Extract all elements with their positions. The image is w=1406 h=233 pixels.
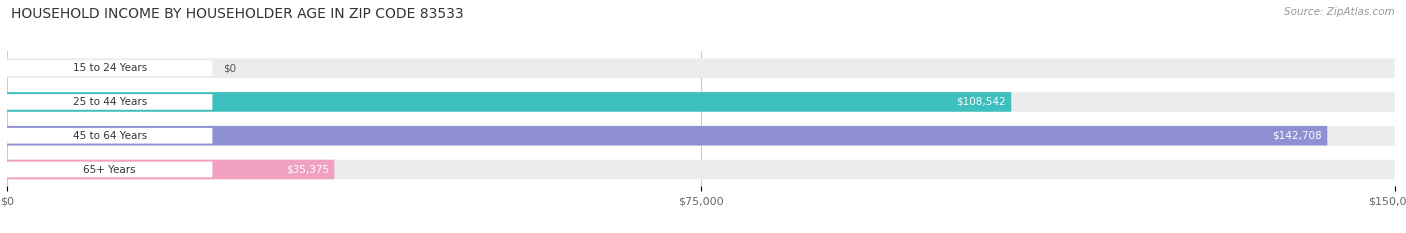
Text: $142,708: $142,708 <box>1272 131 1322 141</box>
Text: 45 to 64 Years: 45 to 64 Years <box>73 131 146 141</box>
Text: $0: $0 <box>224 63 236 73</box>
Text: 25 to 44 Years: 25 to 44 Years <box>73 97 146 107</box>
FancyBboxPatch shape <box>7 60 212 76</box>
FancyBboxPatch shape <box>7 162 212 177</box>
FancyBboxPatch shape <box>7 92 1395 112</box>
Text: HOUSEHOLD INCOME BY HOUSEHOLDER AGE IN ZIP CODE 83533: HOUSEHOLD INCOME BY HOUSEHOLDER AGE IN Z… <box>11 7 464 21</box>
Text: 15 to 24 Years: 15 to 24 Years <box>73 63 146 73</box>
Text: $35,375: $35,375 <box>285 164 329 175</box>
FancyBboxPatch shape <box>7 92 1011 112</box>
FancyBboxPatch shape <box>7 160 1395 179</box>
Text: 65+ Years: 65+ Years <box>83 164 136 175</box>
Text: Source: ZipAtlas.com: Source: ZipAtlas.com <box>1284 7 1395 17</box>
FancyBboxPatch shape <box>7 58 1395 78</box>
FancyBboxPatch shape <box>7 128 212 144</box>
Text: $108,542: $108,542 <box>956 97 1005 107</box>
FancyBboxPatch shape <box>7 160 335 179</box>
FancyBboxPatch shape <box>7 126 1327 146</box>
FancyBboxPatch shape <box>7 126 1395 146</box>
FancyBboxPatch shape <box>7 94 212 110</box>
